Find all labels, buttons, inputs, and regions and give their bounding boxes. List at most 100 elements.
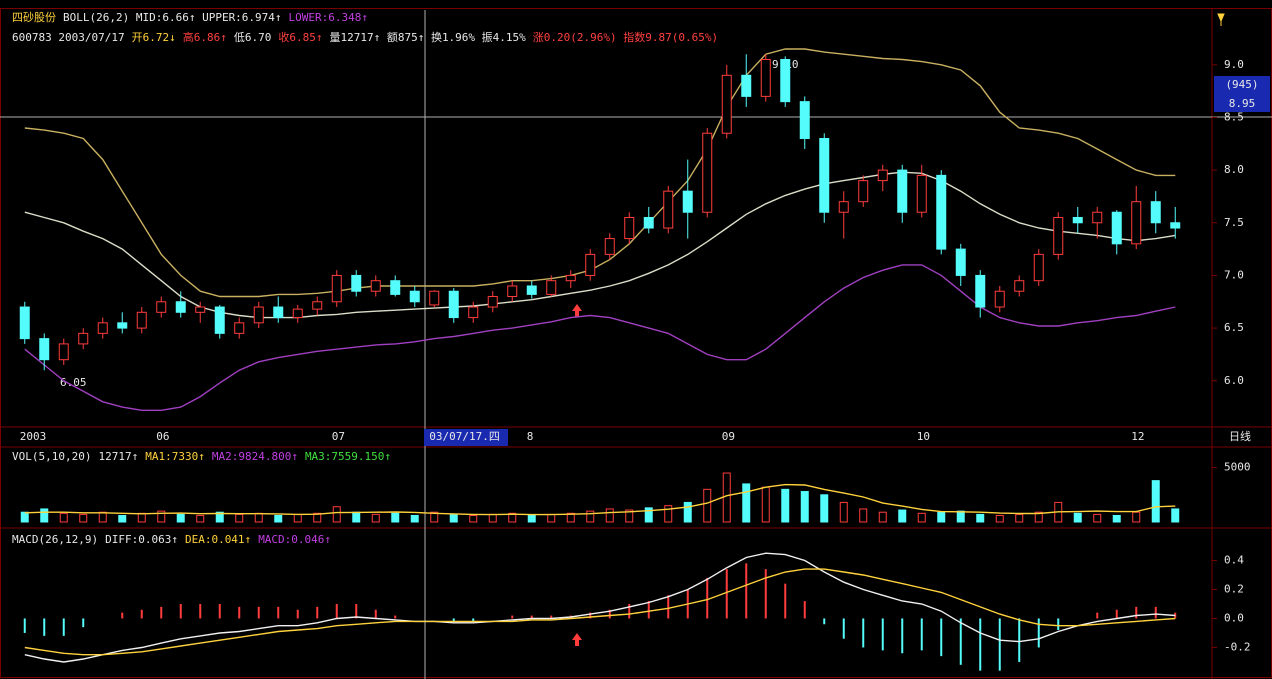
header-segment: 低6.70 [234, 31, 272, 44]
candle-body [487, 295, 498, 308]
indicator-line [24, 483, 1176, 516]
volume-bar [956, 510, 965, 523]
candle-body [780, 59, 791, 103]
candle-body [1111, 211, 1122, 245]
volume-bar [859, 508, 868, 523]
y-tick-label: 8.0 [1224, 163, 1244, 176]
volume-bar [274, 514, 283, 523]
candle-body [253, 306, 264, 324]
candle-body [936, 174, 947, 250]
header-segment: 高6.86↑ [183, 30, 227, 44]
candle-body [721, 74, 732, 134]
icon [1217, 13, 1225, 26]
candle-body [58, 343, 69, 361]
candle-body [409, 290, 420, 303]
volume-bar [20, 511, 29, 523]
y-tick-label: 0.0 [1224, 611, 1244, 624]
low-annotation: 6.05 [60, 376, 87, 389]
header-segment: 12717↑ [98, 450, 138, 463]
header-segment: DEA:0.041↑ [185, 533, 251, 546]
cursor-count: (945) [1225, 78, 1258, 91]
candle-body [117, 322, 128, 329]
header-segment: 收6.85↑ [278, 30, 322, 44]
candle-body [78, 332, 89, 345]
volume-bar [79, 513, 88, 523]
volume-bar [40, 508, 49, 523]
header-segment: 涨0.20(2.96%) 指数9.87(0.65%) [533, 30, 718, 44]
x-tick-label: 10 [917, 430, 930, 443]
candle-body [1033, 253, 1044, 282]
cursor-box [1214, 76, 1270, 112]
volume-bar [527, 514, 536, 523]
header-segment: 600783 2003/07/17 [12, 31, 125, 44]
panel-header: 600783 2003/07/17 开6.72↓ 高6.86↑ 低6.70 收6.85↑… [12, 30, 718, 44]
volume-bar [703, 488, 712, 523]
candle-body [819, 138, 830, 213]
volume-bar [605, 508, 614, 523]
volume-bar [683, 501, 692, 523]
y-tick-label: 6.0 [1224, 374, 1244, 387]
volume-bar [430, 511, 439, 523]
volume-bar [1171, 508, 1180, 523]
candle-body [156, 301, 167, 313]
volume-bar [742, 483, 751, 523]
x-tick-label: 8 [527, 430, 534, 443]
header-segment: 开6.72↓ [132, 31, 176, 44]
volume-bar [118, 514, 127, 523]
marks: 四砂股份 BOLL(26,2) MID:6.66↑ UPPER:6.974↑ LOW… [12, 11, 1251, 671]
candle-body [39, 338, 50, 361]
volume-bar [1132, 511, 1141, 523]
frame [0, 8, 1272, 678]
candle-body [838, 201, 849, 213]
y-tick-label: 6.5 [1224, 321, 1244, 334]
candle-body [1072, 217, 1083, 224]
volume-bar [566, 512, 575, 523]
volume-bar [800, 491, 809, 523]
indicator-line [24, 552, 1176, 663]
indicator-line [24, 568, 1176, 656]
candle-body [897, 169, 908, 213]
volume-bar [995, 514, 1004, 523]
candle-body [877, 169, 888, 182]
candle-body [604, 238, 615, 255]
x-tick-label: 2003 [20, 430, 47, 443]
y-tick-label: 9.0 [1224, 58, 1244, 71]
volume-bar [449, 513, 458, 523]
volume-bar [176, 513, 185, 523]
y-tick-label: 7.0 [1224, 268, 1244, 281]
x-tick-label: 07 [332, 430, 345, 443]
indicator-line [24, 48, 1176, 298]
volume-bar [664, 505, 673, 523]
candle-body [994, 290, 1005, 308]
volume-bar [59, 512, 68, 523]
candle-body [19, 306, 30, 340]
candle-body [234, 322, 245, 334]
date-highlight [424, 429, 508, 446]
candle-body [292, 308, 303, 319]
volume-bar [1034, 511, 1043, 523]
volume-bar [878, 511, 887, 523]
candle-body [175, 301, 186, 313]
candle-body [799, 101, 810, 140]
volume-bar [157, 510, 166, 523]
candle-body [526, 285, 537, 295]
y-tick-label: 8.5 [1224, 110, 1244, 123]
volume-bar [937, 511, 946, 523]
candle-body [1170, 222, 1181, 229]
candle-body [546, 280, 557, 295]
header-segment: LOWER:6.348↑ [289, 11, 368, 24]
volume-bar [1112, 514, 1121, 523]
volume-bar [352, 511, 361, 523]
volume-bar [898, 509, 907, 523]
candle-body [585, 253, 596, 276]
volume-bar [761, 486, 770, 523]
x-tick-label: 06 [156, 430, 169, 443]
candle-body [702, 132, 713, 213]
candle-body [1092, 211, 1103, 224]
volume-bar [215, 511, 224, 523]
volume-bar [196, 514, 205, 523]
volume-bar [820, 494, 829, 523]
panel-header: MACD(26,12,9) DIFF:0.063↑ DEA:0.041↑ MACD:0… [12, 533, 331, 546]
candle-body [195, 306, 206, 313]
